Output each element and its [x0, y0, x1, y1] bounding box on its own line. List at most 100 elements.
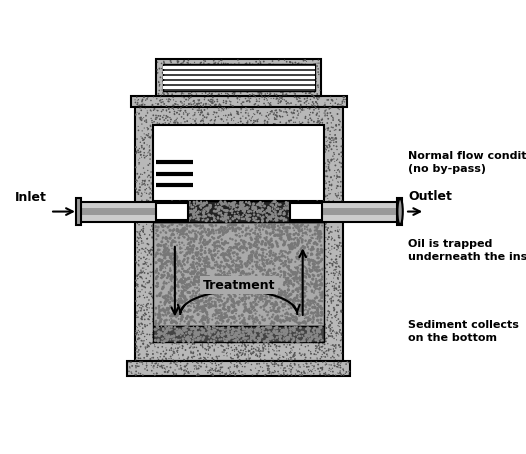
Point	[144, 132, 152, 139]
Point	[292, 253, 301, 261]
Point	[241, 192, 250, 199]
Point	[262, 246, 270, 253]
Point	[309, 330, 317, 337]
Point	[322, 246, 330, 253]
Point	[229, 314, 237, 321]
Point	[177, 107, 185, 114]
Point	[334, 331, 342, 338]
Point	[279, 70, 288, 77]
Point	[224, 252, 232, 259]
Point	[289, 271, 297, 278]
Point	[178, 239, 186, 247]
Point	[228, 181, 237, 188]
Point	[285, 267, 294, 274]
Point	[201, 174, 209, 181]
Point	[196, 304, 204, 311]
Point	[269, 328, 278, 335]
Point	[232, 225, 240, 232]
Point	[228, 201, 236, 208]
Point	[190, 277, 199, 284]
Point	[288, 208, 296, 215]
Point	[242, 337, 251, 344]
Point	[197, 259, 206, 266]
Point	[284, 232, 292, 239]
Point	[205, 252, 214, 260]
Point	[150, 178, 159, 185]
Point	[206, 344, 214, 351]
Point	[243, 242, 251, 249]
Point	[234, 182, 242, 189]
Point	[311, 304, 319, 311]
Point	[295, 308, 304, 315]
Point	[315, 327, 323, 335]
Point	[257, 246, 266, 253]
Point	[301, 139, 310, 147]
Point	[281, 303, 290, 310]
Point	[282, 179, 290, 186]
Point	[159, 162, 168, 169]
Point	[281, 308, 290, 316]
Point	[252, 98, 261, 105]
Point	[311, 87, 320, 94]
Point	[178, 129, 187, 137]
Point	[335, 270, 343, 277]
Point	[315, 201, 323, 208]
Point	[260, 127, 269, 134]
Point	[339, 102, 347, 109]
Point	[313, 199, 322, 206]
Point	[224, 202, 232, 209]
Point	[256, 227, 264, 234]
Point	[280, 333, 288, 340]
Point	[309, 201, 318, 208]
Point	[329, 116, 337, 123]
Point	[241, 226, 250, 233]
Point	[149, 255, 158, 262]
Point	[239, 287, 248, 294]
Point	[250, 304, 258, 311]
Point	[156, 179, 164, 187]
Point	[278, 195, 286, 202]
Point	[210, 345, 218, 353]
Point	[191, 144, 200, 152]
Point	[210, 297, 219, 304]
Point	[218, 332, 227, 340]
Point	[197, 363, 205, 370]
Point	[234, 265, 242, 272]
Point	[251, 100, 260, 108]
Point	[242, 316, 251, 324]
Point	[217, 273, 225, 281]
Point	[296, 121, 304, 128]
Point	[314, 69, 322, 76]
Point	[158, 211, 167, 218]
Point	[281, 303, 289, 310]
Point	[235, 266, 243, 273]
Point	[229, 249, 237, 257]
Point	[151, 337, 159, 344]
Point	[204, 111, 213, 118]
Point	[321, 213, 329, 220]
Point	[315, 277, 323, 284]
Point	[317, 271, 325, 278]
Point	[210, 274, 219, 281]
Point	[257, 266, 266, 274]
Point	[217, 258, 226, 266]
Point	[319, 285, 328, 292]
Point	[186, 123, 194, 130]
Point	[194, 304, 202, 311]
Point	[247, 164, 256, 171]
Point	[315, 120, 323, 127]
Point	[255, 231, 264, 238]
Point	[198, 252, 206, 259]
Point	[272, 152, 281, 159]
Point	[218, 244, 226, 252]
Point	[230, 333, 238, 340]
Point	[290, 228, 298, 235]
Point	[193, 305, 201, 312]
Point	[301, 114, 310, 122]
Point	[263, 175, 271, 183]
Point	[302, 313, 311, 320]
Point	[144, 270, 152, 277]
Point	[217, 311, 226, 319]
Point	[300, 307, 308, 315]
Point	[201, 134, 209, 141]
